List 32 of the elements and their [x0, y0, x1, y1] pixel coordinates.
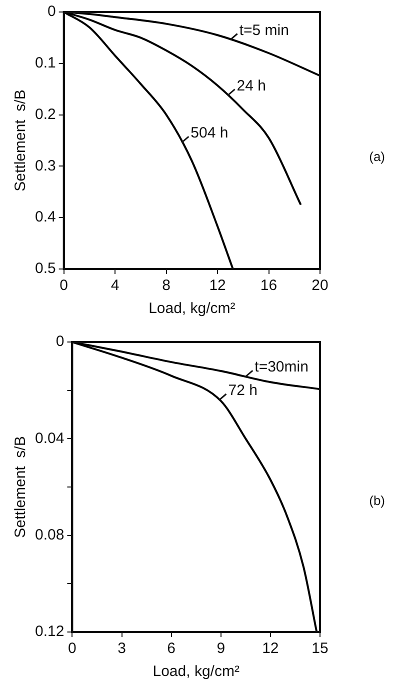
x-tick-label: 16 [260, 277, 278, 294]
y-tick-label: 0.04 [34, 430, 64, 447]
annotation: 24 h [236, 77, 266, 94]
x-tick-label: 12 [262, 640, 279, 658]
x-tick-label: 6 [167, 640, 176, 658]
x-tick-label: 9 [216, 640, 226, 658]
annotation: 504 h [190, 124, 228, 142]
y-tick-label: 0.3 [34, 157, 56, 174]
y-tick-label: 0 [48, 3, 56, 20]
text: (b) [369, 493, 385, 508]
annotation: t=30min [254, 358, 308, 376]
x-tick-label: 20 [312, 277, 328, 294]
y-axis-title: Settlement s/B [12, 436, 30, 538]
y-tick-label: 0.5 [34, 260, 56, 278]
y-tick-label: 0.12 [34, 623, 64, 640]
x-tick-label: 4 [110, 277, 120, 294]
x-axis-title: Load, kg/cm² [148, 300, 236, 318]
y-tick-label: 0.1 [34, 54, 56, 72]
x-axis-title: Load, kg/cm² [152, 663, 240, 680]
x-tick-label: 0 [68, 640, 76, 658]
y-tick-label: 0.08 [34, 526, 64, 544]
x-tick-label: 3 [118, 640, 126, 658]
y-tick-label: 0 [56, 333, 64, 350]
annotation: t=5 min [239, 22, 289, 39]
annotation: 72 h [228, 382, 258, 400]
x-tick-label: 12 [209, 277, 226, 294]
y-axis-title: Settlement s/B [12, 90, 30, 192]
text: (a) [369, 148, 385, 164]
x-tick-label: 8 [162, 277, 170, 294]
y-tick-label: 0.2 [34, 106, 56, 123]
y-tick-label: 0.4 [34, 208, 56, 226]
x-tick-label: 15 [312, 640, 328, 658]
